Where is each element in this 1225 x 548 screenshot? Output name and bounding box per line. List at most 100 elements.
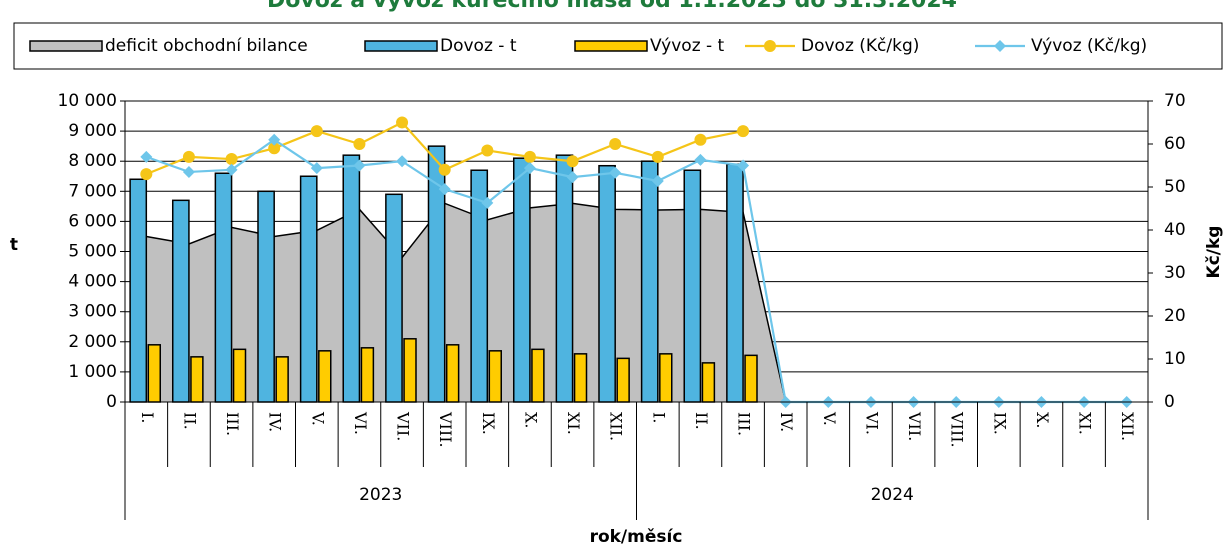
legend-label: deficit obchodní bilance — [105, 36, 308, 56]
bar — [744, 354, 758, 403]
bar — [190, 356, 204, 403]
year-label: 2024 — [871, 485, 914, 505]
marker — [566, 171, 579, 184]
marker — [182, 165, 195, 178]
marker — [737, 125, 750, 138]
x-tick-label: I. — [138, 412, 157, 423]
y-tick-label: 9 000 — [68, 121, 117, 141]
bar — [360, 347, 375, 403]
x-tick-label: II. — [180, 412, 199, 430]
year-label: 2023 — [359, 485, 402, 505]
bar — [616, 357, 630, 403]
bar — [488, 350, 502, 403]
legend-label: Dovoz (Kč/kg) — [801, 36, 919, 56]
chart-title: Dovoz a vývoz kuřecího masa od 1.1.2023 … — [267, 0, 957, 13]
y-tick-label: 3 000 — [68, 302, 117, 322]
legend-swatch — [29, 40, 103, 52]
x-tick-label: VII. — [905, 411, 924, 441]
x-tick-label: IX. — [479, 412, 498, 435]
legend-label: Vývoz (Kč/kg) — [1031, 36, 1147, 56]
marker — [694, 133, 707, 146]
bar — [342, 154, 361, 403]
legend-label: Dovoz - t — [440, 36, 517, 56]
marker — [353, 138, 366, 150]
marker — [225, 153, 238, 166]
y-tick-label: 2 000 — [68, 332, 117, 352]
bar — [257, 190, 275, 403]
marker — [182, 150, 195, 163]
y2-tick-label: 30 — [1164, 263, 1186, 283]
y-tick-label: 0 — [106, 392, 117, 412]
bar — [385, 193, 403, 403]
x-tick-label: XII. — [607, 412, 626, 441]
x-tick-label: XI. — [1076, 412, 1095, 435]
bar — [318, 350, 332, 403]
marker — [268, 133, 281, 146]
y-axis-label: t — [10, 235, 18, 255]
marker — [523, 150, 536, 163]
bar — [659, 353, 673, 403]
x-tick-label: IV. — [266, 412, 285, 432]
marker — [566, 155, 579, 168]
bar — [275, 356, 289, 403]
x-tick-label: I. — [649, 412, 668, 423]
x-tick-label: VIII. — [436, 411, 455, 448]
x-tick-label: V. — [820, 411, 839, 426]
bar — [726, 163, 744, 403]
x-tick-label: VII. — [394, 411, 413, 441]
x-tick-label: X. — [521, 412, 540, 428]
marker — [310, 125, 323, 138]
marker — [396, 116, 409, 129]
bar — [403, 338, 417, 403]
bar — [555, 154, 574, 403]
marker — [694, 153, 707, 166]
marker — [651, 174, 664, 187]
y2-tick-label: 40 — [1164, 220, 1186, 240]
marker — [438, 183, 451, 196]
marker — [140, 150, 153, 163]
y2-axis-label: Kč/kg — [1204, 226, 1224, 279]
marker — [609, 138, 622, 150]
y2-tick-label: 60 — [1164, 134, 1186, 154]
marker — [737, 159, 750, 172]
marker — [268, 142, 281, 155]
marker — [310, 162, 323, 175]
x-tick-label: X. — [1033, 412, 1052, 428]
x-tick-label: II. — [692, 412, 711, 430]
y-tick-label: 5 000 — [68, 242, 117, 262]
x-tick-label: IV. — [777, 412, 796, 432]
bar — [171, 199, 190, 403]
legend-marker — [764, 40, 776, 52]
y2-tick-label: 70 — [1164, 91, 1186, 111]
marker — [481, 144, 494, 157]
bar — [299, 175, 318, 403]
x-tick-label: IX. — [990, 412, 1009, 435]
marker — [651, 150, 664, 163]
x-tick-label: III. — [735, 412, 754, 436]
bar — [701, 362, 716, 403]
y-tick-label: 6 000 — [68, 211, 117, 231]
marker — [481, 196, 494, 209]
bar — [445, 344, 460, 403]
y2-tick-label: 50 — [1164, 177, 1186, 197]
x-tick-label: III. — [223, 412, 242, 436]
x-tick-label: V. — [308, 411, 327, 426]
y-tick-label: 4 000 — [68, 272, 117, 292]
x-tick-label: VI. — [862, 411, 881, 435]
y-tick-label: 8 000 — [68, 151, 117, 171]
y2-tick-label: 20 — [1164, 306, 1186, 326]
marker — [225, 163, 238, 176]
bar — [147, 344, 161, 403]
bar — [531, 348, 545, 403]
bar — [512, 157, 531, 403]
x-tick-label: VIII. — [948, 411, 967, 448]
x-axis-label: rok/měsíc — [590, 527, 683, 547]
x-tick-label: XII. — [1118, 412, 1137, 441]
y2-tick-label: 0 — [1164, 392, 1175, 412]
legend-swatch — [574, 40, 648, 52]
marker — [523, 162, 536, 175]
bar — [573, 353, 588, 403]
legend-swatch — [364, 40, 438, 52]
y-tick-label: 10 000 — [58, 91, 117, 111]
